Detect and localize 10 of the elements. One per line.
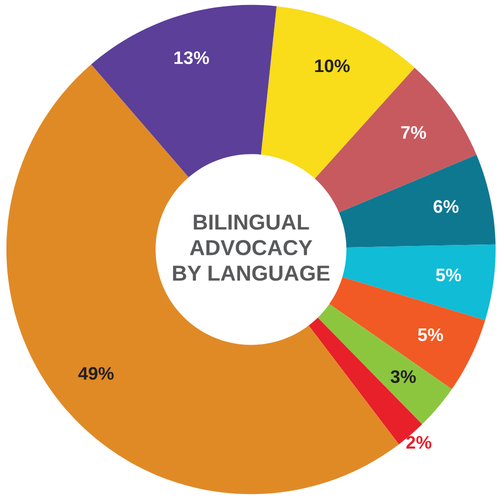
data-label: 13% <box>174 51 209 64</box>
data-label: 3% <box>390 370 416 384</box>
data-label: 5% <box>418 328 444 342</box>
data-label: 6% <box>434 200 459 213</box>
data-label: 10% <box>315 59 350 72</box>
data-label: 5% <box>436 268 462 282</box>
text: BILINGUAL ADVOCACY BY LANGUAGE <box>173 214 330 281</box>
data-label: 49% <box>78 367 114 380</box>
data-label: 7% <box>401 126 426 139</box>
data-label: 2% <box>406 436 432 449</box>
